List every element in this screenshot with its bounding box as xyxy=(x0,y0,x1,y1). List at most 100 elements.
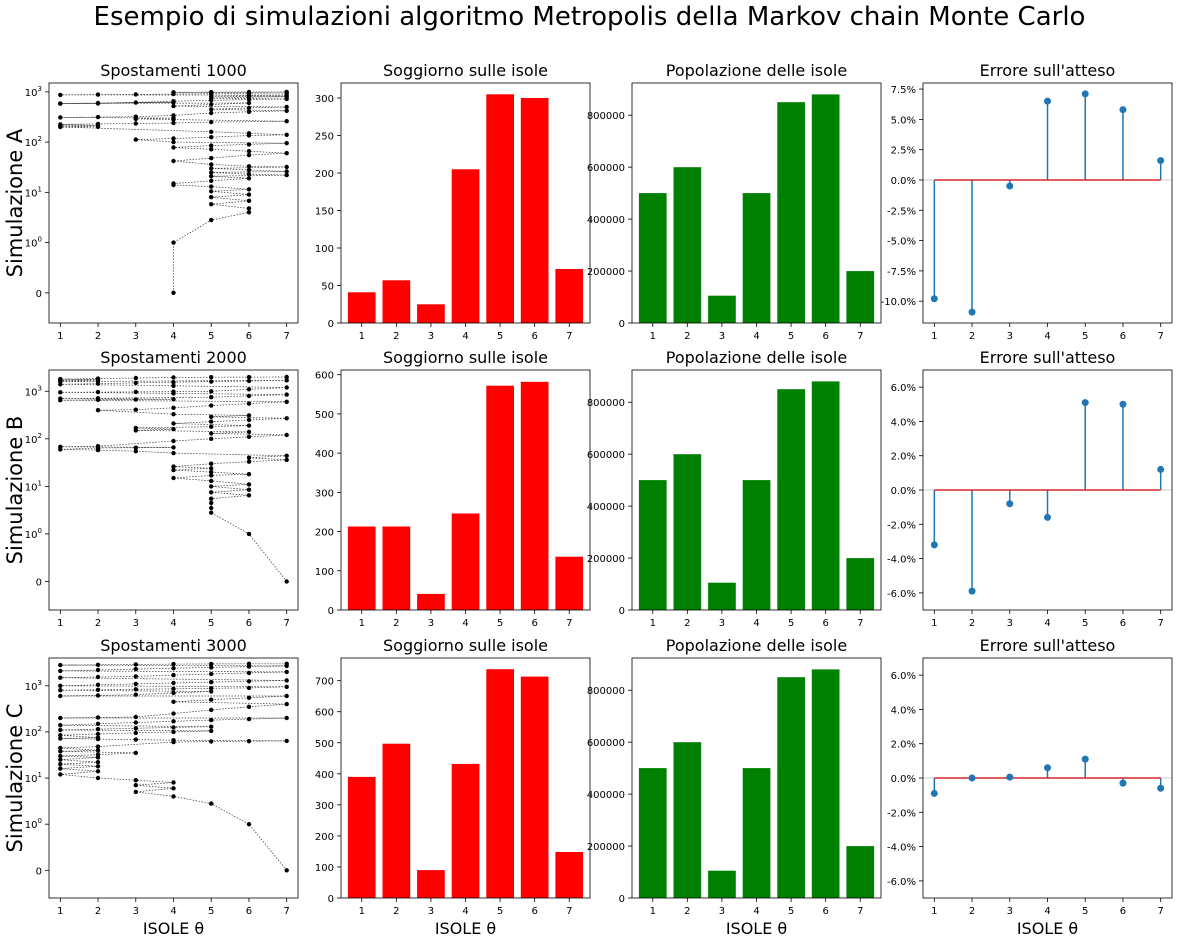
trace-point xyxy=(171,383,176,388)
y-tick-label: 2.5% xyxy=(891,146,916,157)
trace-point xyxy=(58,668,63,674)
x-tick-label: 5 xyxy=(1082,331,1088,342)
y-tick-label: 0 xyxy=(619,894,625,905)
trace-point xyxy=(95,114,101,120)
trace-point xyxy=(133,730,138,736)
trace-point xyxy=(95,769,101,774)
bar xyxy=(520,381,549,610)
trace-point xyxy=(133,720,138,725)
y-tick-label: 0 xyxy=(619,606,625,617)
trace-point xyxy=(284,169,289,174)
trace-point xyxy=(133,114,138,119)
stem-marker xyxy=(1119,400,1127,408)
bar xyxy=(382,743,411,898)
trace-point xyxy=(133,137,138,142)
trace-point xyxy=(246,434,252,439)
trace-point xyxy=(171,666,176,671)
trace-point xyxy=(284,172,289,178)
y-tick-label: 101 xyxy=(25,479,42,493)
trace-point xyxy=(133,662,138,667)
trace-point xyxy=(246,679,252,684)
trace-point xyxy=(171,139,176,145)
figure-title: Esempio di simulazioni algoritmo Metropo… xyxy=(93,2,1086,32)
bar xyxy=(417,304,445,324)
y-tick-label: 5.0% xyxy=(891,115,916,126)
y-tick-label: -6.0% xyxy=(887,877,916,888)
y-tick-label: 0.0% xyxy=(891,486,916,497)
trace-point xyxy=(209,217,214,223)
x-tick-label: 1 xyxy=(931,331,937,342)
x-tick-label: 2 xyxy=(969,618,975,629)
y-tick-label: 200000 xyxy=(587,554,625,565)
trace-point xyxy=(209,431,214,436)
trace-point xyxy=(58,772,63,777)
x-tick-label: 4 xyxy=(170,618,176,629)
x-tick-label: 4 xyxy=(753,618,759,629)
trace-point xyxy=(171,661,176,667)
trace-point xyxy=(209,461,214,466)
y-tick-label: 600 xyxy=(315,708,334,719)
panel-title: Errore sull'atteso xyxy=(980,348,1116,367)
trace-point xyxy=(209,739,214,744)
y-tick-label: 102 xyxy=(25,725,42,739)
panel-error-1: 1 2 3 4 5 6 7 -10.0% -7.5% -5.0% -2.5% 0.0% 2.5% 5.0%… xyxy=(881,61,1173,342)
x-tick-label: 3 xyxy=(719,331,725,342)
trace-point xyxy=(246,172,252,177)
x-tick-label: 7 xyxy=(857,331,863,342)
y-tick-label: 103 xyxy=(25,384,42,398)
x-tick-label: 7 xyxy=(283,906,289,917)
trace-point xyxy=(133,445,138,450)
bar xyxy=(347,292,376,324)
trace-point xyxy=(246,393,252,399)
x-tick-label: 1 xyxy=(650,331,656,342)
panel-title: Popolazione delle isole xyxy=(666,636,847,655)
trace-point xyxy=(246,187,252,192)
stem-marker xyxy=(968,774,976,782)
stem-marker xyxy=(930,541,938,549)
trace-point xyxy=(171,686,176,691)
trace-point xyxy=(284,104,289,110)
trace-point xyxy=(209,661,214,667)
trace-point xyxy=(95,376,101,381)
panel-trace-3: 1 2 3 4 5 6 7 0 100 101 102 103 Simulazione C Spostam… xyxy=(3,636,299,938)
trace-point xyxy=(58,683,63,688)
trace-point xyxy=(246,149,252,154)
trace-point xyxy=(246,429,252,435)
x-tick-label: 6 xyxy=(1120,906,1126,917)
x-tick-label: 3 xyxy=(719,618,725,629)
x-tick-label: 4 xyxy=(753,331,759,342)
panel-population-3: 1 2 3 4 5 6 7 0 200000 400000 600000 800000 Popolazi… xyxy=(587,636,882,938)
y-tick-label: 0.0% xyxy=(891,774,916,785)
x-tick-label: 5 xyxy=(497,331,503,342)
panel-error-2: 1 2 3 4 5 6 7 -6.0% -4.0% -2.0% 0.0% 2.0% 4.0% 6.0% Er… xyxy=(887,348,1173,629)
trace-point xyxy=(284,89,289,95)
x-tick-label: 3 xyxy=(428,618,434,629)
x-axis-label: ISOLE θ xyxy=(726,919,787,938)
y-tick-label: 50 xyxy=(321,282,334,293)
trace-point xyxy=(209,801,214,806)
x-tick-label: 1 xyxy=(931,618,937,629)
bar xyxy=(777,102,805,323)
trace-point xyxy=(58,675,63,680)
trace-point xyxy=(246,387,252,392)
trace-point xyxy=(209,473,214,478)
trace-point xyxy=(171,145,176,150)
trace-point xyxy=(58,115,63,120)
trace-point xyxy=(246,192,252,197)
y-tick-label: 0 xyxy=(328,319,334,330)
y-tick-label: 0 xyxy=(36,866,42,877)
panel-title: Soggiorno sulle isole xyxy=(383,61,548,80)
trace-point xyxy=(246,152,252,158)
trace-point xyxy=(209,119,214,125)
bar xyxy=(811,94,840,324)
trace-point xyxy=(209,147,214,152)
y-tick-label: -2.0% xyxy=(887,808,916,819)
x-tick-label: 5 xyxy=(1082,906,1088,917)
bar xyxy=(846,846,875,898)
trace-point xyxy=(246,89,252,95)
y-tick-label: 6.0% xyxy=(891,671,916,682)
trace-point xyxy=(209,202,214,207)
trace-point xyxy=(246,487,252,492)
trace-point xyxy=(95,667,101,673)
bar xyxy=(708,295,736,323)
